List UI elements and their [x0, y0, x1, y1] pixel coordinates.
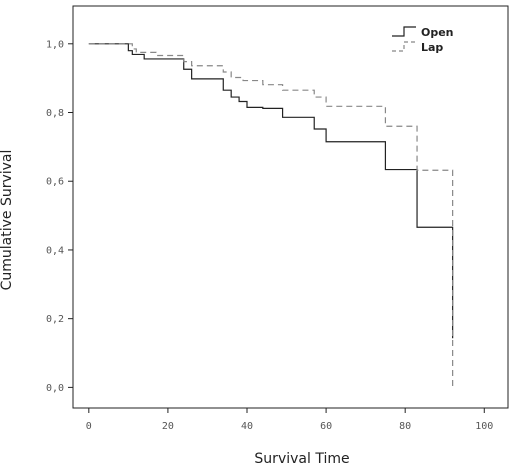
legend: Open Lap: [392, 26, 454, 54]
legend-label-open: Open: [421, 26, 454, 39]
y-tick-label: 0,4: [46, 245, 64, 256]
plot-border: [72, 5, 509, 409]
series-line-open: [88, 43, 454, 339]
series-lines: [88, 43, 454, 388]
y-tick-label: 0,6: [46, 177, 64, 188]
y-tick-label: 1,0: [46, 39, 64, 50]
x-tick-label: 60: [320, 421, 332, 432]
series-line-lap: [88, 43, 454, 388]
y-tick-label: 0,8: [46, 108, 64, 119]
y-tick-label: 0,0: [46, 383, 64, 394]
x-axis-title: Survival Time: [254, 451, 349, 463]
legend-label-lap: Lap: [421, 41, 443, 54]
x-tick-label: 40: [241, 421, 253, 432]
y-tick-label: 0,2: [46, 314, 64, 325]
legend-swatch-open: [392, 26, 416, 37]
y-axis-title: Cumulative Survival: [0, 150, 15, 291]
legend-swatch-lap: [392, 41, 416, 52]
x-axis: 0 20 40 60 80 100: [86, 408, 493, 432]
plot-frame: [72, 5, 509, 409]
x-tick-label: 100: [475, 421, 493, 432]
y-axis: 0,0 0,2 0,4 0,6 0,8 1,0: [46, 39, 73, 394]
x-tick-label: 20: [162, 421, 174, 432]
x-tick-label: 80: [399, 421, 411, 432]
x-tick-label: 0: [86, 421, 92, 432]
